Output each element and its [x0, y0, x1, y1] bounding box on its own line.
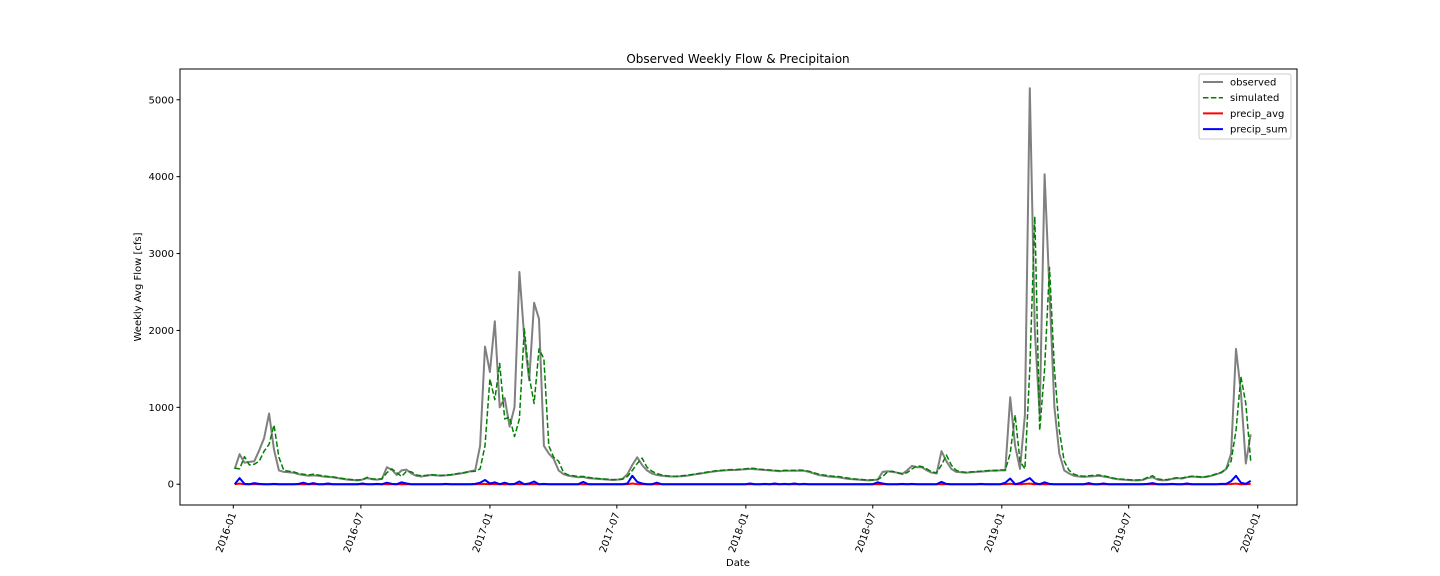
series-line-precip-sum — [233, 474, 1252, 486]
x-axis-label: Date — [726, 558, 750, 569]
chart-title: Observed Weekly Flow & Precipitaion — [626, 52, 849, 66]
y-tick-label: 4000 — [149, 172, 174, 183]
y-axis: 0 1000 2000 3000 4000 5000 — [149, 95, 180, 491]
legend: observed simulated precip_avg precip_sum — [1198, 73, 1292, 140]
y-tick-label: 1000 — [149, 403, 174, 414]
legend-label: simulated — [1230, 93, 1279, 104]
series-layer — [233, 87, 1252, 486]
y-axis-label: Weekly Avg Flow [cfs] — [133, 232, 144, 341]
legend-label: precip_sum — [1230, 125, 1287, 136]
y-tick-label: 5000 — [149, 95, 174, 106]
series-line-simulated — [234, 215, 1252, 481]
legend-box — [1198, 73, 1292, 140]
legend-label: observed — [1230, 78, 1276, 89]
legend-label: precip_avg — [1230, 109, 1284, 120]
y-tick-label: 0 — [168, 480, 174, 491]
y-tick-label: 3000 — [149, 249, 174, 260]
y-tick-label: 2000 — [149, 326, 174, 337]
plot-area — [179, 68, 1298, 506]
